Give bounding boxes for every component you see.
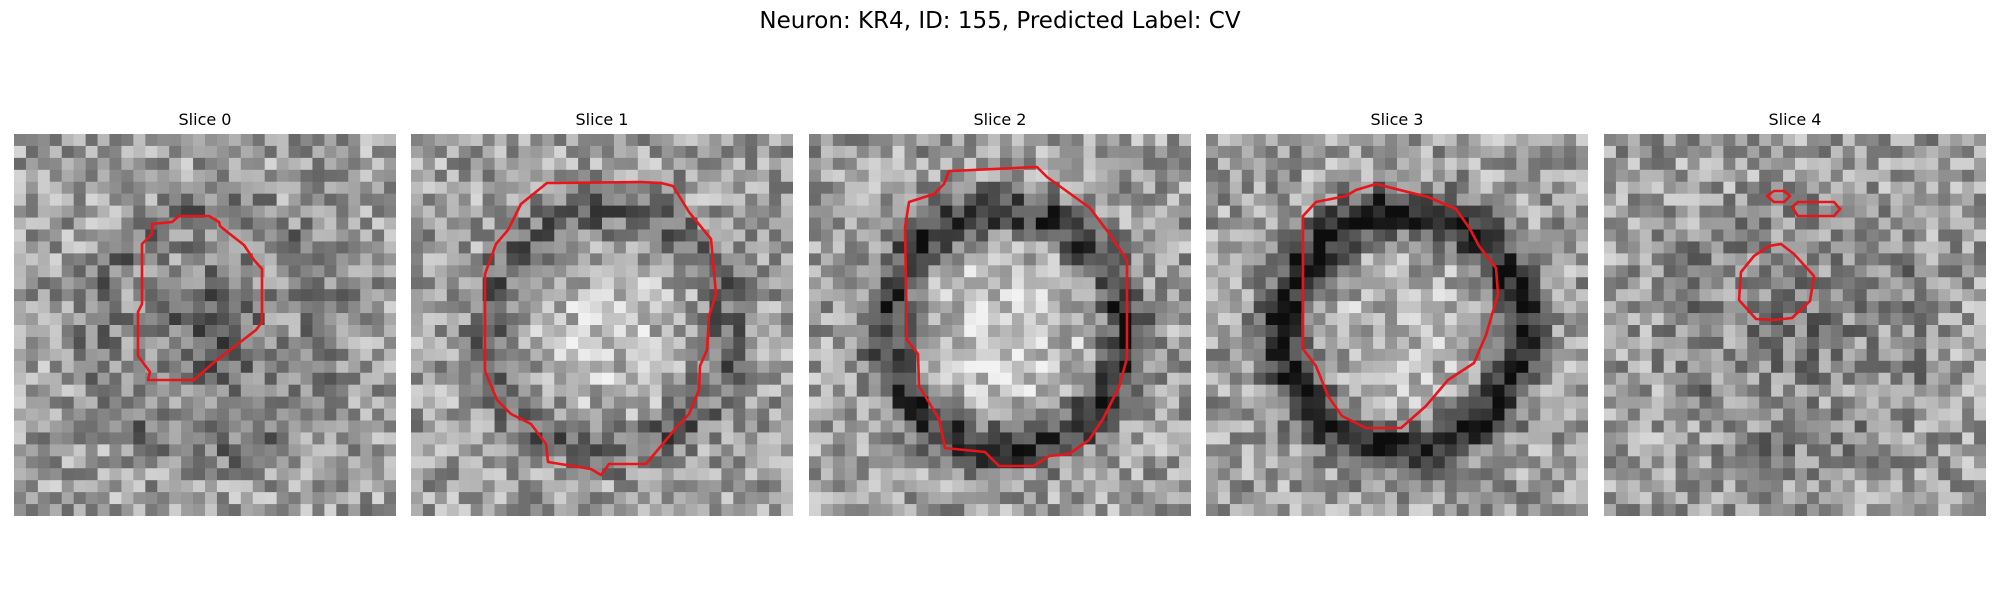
figure-title: Neuron: KR4, ID: 155, Predicted Label: C… — [759, 8, 1241, 34]
slice-1-image — [411, 134, 793, 516]
slice-panel-1: Slice 1 — [411, 110, 793, 516]
slice-4-contour-small-2 — [1790, 200, 1842, 218]
slice-panel-0: Slice 0 — [14, 110, 396, 516]
slice-4-contour-main — [1737, 242, 1816, 322]
slice-panel-3: Slice 3 — [1206, 110, 1588, 516]
slice-1-contour — [483, 180, 718, 477]
slice-2-grayscale-pixels — [809, 134, 1191, 516]
slice-3-title: Slice 3 — [1370, 110, 1424, 129]
slice-0-title: Slice 0 — [178, 110, 232, 129]
slice-0-image — [14, 134, 396, 516]
slice-2-title: Slice 2 — [973, 110, 1027, 129]
slice-4-contour-small-1 — [1765, 189, 1792, 204]
slice-0-contour — [136, 214, 264, 382]
slice-0-grayscale-pixels — [14, 134, 396, 516]
slice-1-grayscale-pixels — [411, 134, 793, 516]
slice-2-image — [809, 134, 1191, 516]
slice-4-image — [1604, 134, 1986, 516]
slice-panel-4: Slice 4 — [1604, 110, 1986, 516]
slice-3-contour — [1301, 182, 1500, 430]
slice-panel-2: Slice 2 — [809, 110, 1191, 516]
slice-3-image — [1206, 134, 1588, 516]
slice-4-grayscale-pixels — [1604, 134, 1986, 516]
slice-4-title: Slice 4 — [1768, 110, 1822, 129]
slice-1-title: Slice 1 — [575, 110, 629, 129]
slice-2-contour — [903, 165, 1129, 468]
slice-3-grayscale-pixels — [1206, 134, 1588, 516]
